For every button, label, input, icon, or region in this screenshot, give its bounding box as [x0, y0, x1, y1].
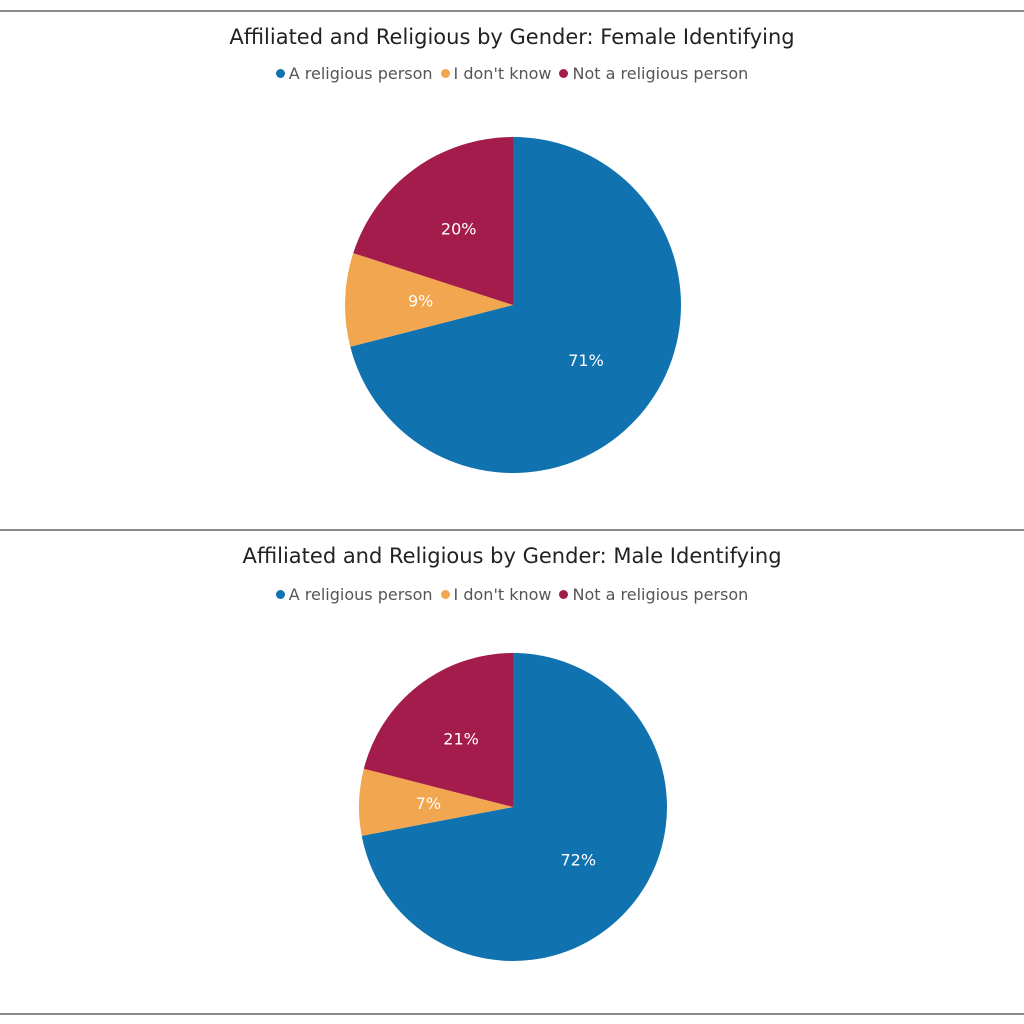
- male-pie-chart: 72% 7% 21%: [359, 653, 667, 961]
- legend-label: I don't know: [453, 585, 552, 604]
- legend-dot-dont-know: [440, 590, 450, 599]
- bottom-divider: [0, 1013, 1024, 1015]
- female-pie-chart: 71% 9% 20%: [344, 137, 681, 473]
- legend-item-dont-know: I don't know: [440, 585, 552, 604]
- legend-label: Not a religious person: [572, 64, 749, 83]
- chart-title: Affiliated and Religious by Gender: Male…: [242, 544, 782, 568]
- legend-label: A religious person: [288, 585, 433, 604]
- pie-slice-not-religious: [363, 653, 513, 807]
- data-label-religious: 71%: [568, 351, 604, 370]
- pie-slice-dont-know: [359, 768, 513, 836]
- legend-label: Not a religious person: [572, 585, 749, 604]
- legend-item-religious: A religious person: [275, 585, 433, 604]
- chart-title: Affiliated and Religious by Gender: Fema…: [229, 25, 795, 49]
- legend-dot-not-religious: [559, 590, 569, 599]
- data-label-religious: 72%: [560, 850, 596, 869]
- top-divider: [0, 10, 1024, 12]
- legend-dot-not-religious: [559, 69, 569, 78]
- data-label-not-religious: 21%: [443, 730, 479, 749]
- data-label-dont-know: 9%: [408, 292, 433, 311]
- pie-slice-religious: [361, 653, 667, 961]
- legend-item-not-religious: Not a religious person: [559, 64, 748, 83]
- legend-label: I don't know: [453, 64, 552, 83]
- male-chart-panel: Affiliated and Religious by Gender: Male…: [0, 531, 1024, 1013]
- legend-dot-religious: [275, 69, 285, 78]
- legend-item-dont-know: I don't know: [440, 64, 552, 83]
- data-label-not-religious: 20%: [441, 220, 477, 239]
- female-chart-panel: Affiliated and Religious by Gender: Fema…: [0, 25, 1024, 473]
- legend-label: A religious person: [288, 64, 433, 83]
- middle-divider: [0, 529, 1024, 531]
- chart-legend: A religious person I don't know Not a re…: [0, 64, 1024, 83]
- chart-legend: A religious person I don't know Not a re…: [0, 585, 1024, 604]
- pie-slice-religious: [350, 137, 681, 473]
- pie-slice-dont-know: [344, 253, 513, 347]
- legend-item-not-religious: Not a religious person: [559, 585, 748, 604]
- pie-slice-not-religious: [353, 137, 513, 305]
- legend-item-religious: A religious person: [275, 64, 433, 83]
- data-label-dont-know: 7%: [416, 794, 441, 813]
- legend-dot-dont-know: [440, 69, 450, 78]
- legend-dot-religious: [275, 590, 285, 599]
